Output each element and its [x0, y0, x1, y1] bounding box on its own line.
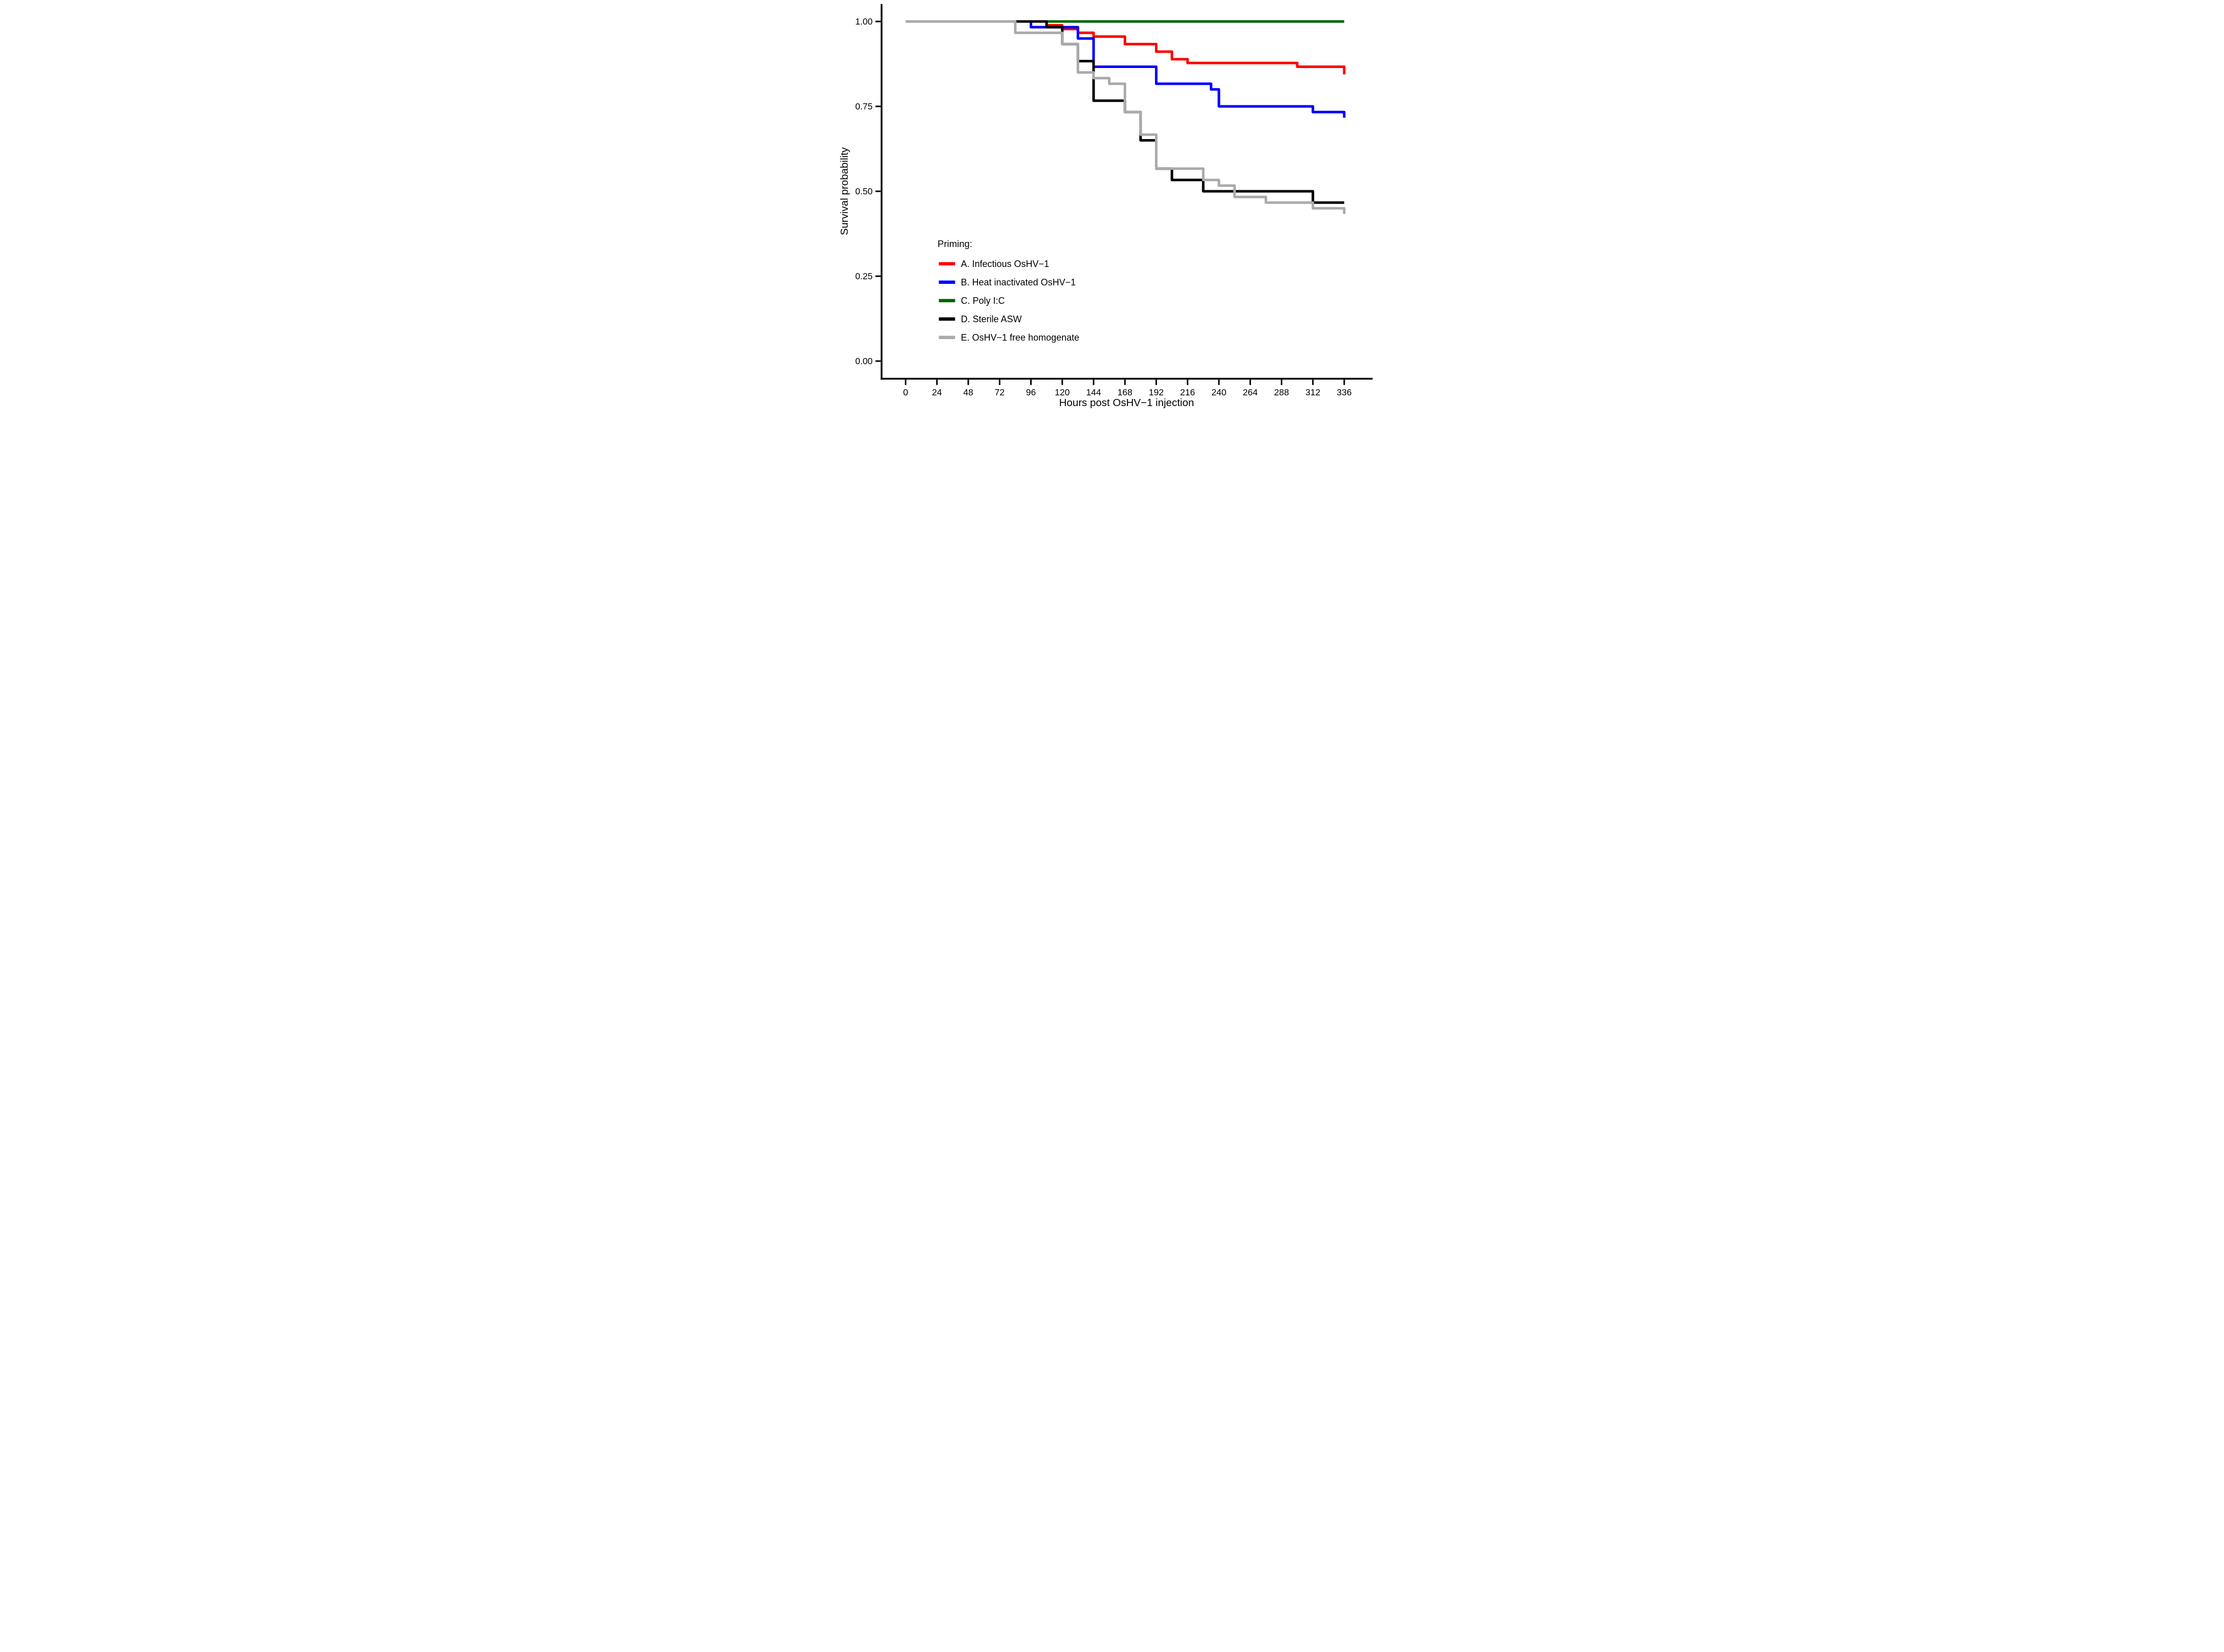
legend-label-d: D. Sterile ASW — [961, 314, 1021, 324]
y-axis: 1.00 0.75 0.50 0.25 0.00 — [855, 16, 881, 366]
x-axis: 0 24 48 72 96 120 144 168 192 216 240 264 288 312 336 — [903, 379, 1351, 397]
x-tick-label: 144 — [1086, 387, 1101, 397]
legend-title: Priming: — [938, 238, 972, 249]
x-tick-label: 288 — [1274, 387, 1288, 397]
x-tick-label: 216 — [1180, 387, 1195, 397]
axes-spines — [880, 4, 1372, 380]
y-tick-label: 0.00 — [855, 356, 872, 366]
legend-items: A. Infectious OsHV−1 B. Heat inactivated … — [939, 259, 1079, 343]
legend-label-c: C. Poly I:C — [961, 296, 1005, 306]
plot-lines — [905, 20, 1345, 214]
x-tick-label: 336 — [1337, 387, 1351, 397]
x-tick-label: 24 — [932, 387, 942, 397]
series-line-e — [905, 20, 1345, 214]
legend-label-b: B. Heat inactivated OsHV−1 — [961, 277, 1076, 287]
x-tick-label: 72 — [994, 387, 1004, 397]
legend-label-a: A. Infectious OsHV−1 — [961, 259, 1049, 269]
legend-label-e: E. OsHV−1 free homogenate — [961, 332, 1079, 343]
x-tick-label: 96 — [1026, 387, 1035, 397]
km-survival-figure: 1.00 0.75 0.50 0.25 0.00 0 24 48 72 96 120 144 168 1… — [834, 0, 1390, 413]
x-tick-label: 312 — [1305, 387, 1320, 397]
x-tick-label: 48 — [963, 387, 973, 397]
legend: Priming: A. Infectious OsHV−1 B. Heat ina… — [938, 238, 1079, 343]
x-tick-label: 264 — [1242, 387, 1257, 397]
y-tick-label: 1.00 — [855, 16, 872, 27]
x-tick-label: 120 — [1055, 387, 1070, 397]
y-tick-label: 0.25 — [855, 271, 872, 281]
x-tick-label: 168 — [1117, 387, 1132, 397]
survival-plot: 1.00 0.75 0.50 0.25 0.00 0 24 48 72 96 120 144 168 1… — [838, 4, 1372, 409]
x-tick-label: 0 — [903, 387, 908, 397]
y-tick-label: 0.50 — [855, 186, 872, 196]
x-tick-label: 240 — [1211, 387, 1226, 397]
y-axis-title: Survival probability — [838, 147, 850, 235]
y-tick-label: 0.75 — [855, 101, 872, 111]
x-axis-title: Hours post OsHV−1 injection — [1059, 397, 1194, 409]
x-tick-label: 192 — [1148, 387, 1163, 397]
